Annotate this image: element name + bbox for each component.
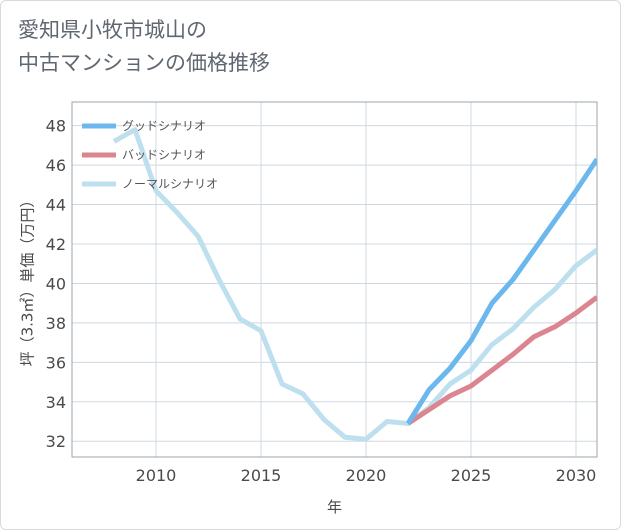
y-tick-label: 48: [46, 117, 66, 136]
x-tick-label: 2010: [136, 466, 177, 485]
chart-title: 愛知県小牧市城山の 中古マンションの価格推移: [18, 14, 270, 80]
y-tick-label: 44: [46, 196, 66, 215]
x-tick-label: 2015: [241, 466, 282, 485]
y-tick-label: 38: [46, 314, 66, 333]
chart-title-line1: 愛知県小牧市城山の: [18, 18, 207, 42]
x-tick-label: 2020: [346, 466, 387, 485]
series-line-good: [405, 157, 597, 425]
legend-label-normal: ノーマルシナリオ: [122, 177, 218, 191]
x-tick-label: 2030: [556, 466, 597, 485]
y-tick-label: 46: [46, 156, 66, 175]
y-axis-title: 坪（3.3㎡）単価（万円）: [19, 193, 37, 367]
x-tick-labels: 2010 2015 2020 2025 2030: [136, 466, 597, 485]
series-line-bad: [406, 295, 597, 426]
y-tick-label: 40: [46, 274, 66, 293]
series-line-normal: [112, 127, 597, 442]
grid-lines: [72, 102, 597, 457]
series-lines: [112, 127, 597, 442]
plot-frame: [71, 101, 598, 458]
y-tick-label: 32: [46, 432, 66, 451]
legend-label-good: グッドシナリオ: [122, 119, 206, 133]
chart-title-line2: 中古マンションの価格推移: [18, 51, 270, 75]
y-tick-label: 42: [46, 235, 66, 254]
y-tick-labels: 32 34 36 38 40 42 44 46 48: [46, 117, 66, 452]
legend-label-bad: バッドシナリオ: [122, 148, 206, 162]
y-tick-label: 36: [46, 353, 66, 372]
x-tick-label: 2025: [451, 466, 492, 485]
x-axis-title: 年: [327, 498, 342, 516]
y-tick-label: 34: [46, 393, 66, 412]
